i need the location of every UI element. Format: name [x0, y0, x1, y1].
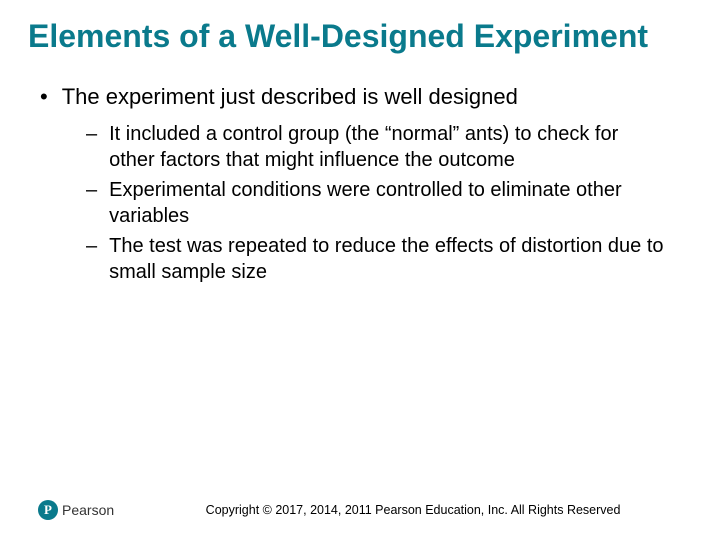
logo-icon: P [38, 500, 58, 520]
bullet-sub: – Experimental conditions were controlle… [86, 177, 692, 229]
slide-title: Elements of a Well-Designed Experiment [28, 18, 692, 55]
bullet-sub: – It included a control group (the “norm… [86, 121, 692, 173]
bullet-main-text: The experiment just described is well de… [62, 83, 518, 112]
slide-container: Elements of a Well-Designed Experiment •… [0, 0, 720, 540]
bullet-dash-icon: – [86, 233, 97, 285]
bullet-sub: – The test was repeated to reduce the ef… [86, 233, 692, 285]
bullet-dash-icon: – [86, 177, 97, 229]
bullet-main: • The experiment just described is well … [40, 83, 692, 112]
slide-footer: P Pearson Copyright © 2017, 2014, 2011 P… [0, 500, 720, 520]
bullet-dash-icon: – [86, 121, 97, 173]
bullet-sub-text: It included a control group (the “normal… [109, 121, 669, 173]
bullet-sub-text: The test was repeated to reduce the effe… [109, 233, 669, 285]
bullet-dot-icon: • [40, 83, 48, 112]
copyright-text: Copyright © 2017, 2014, 2011 Pearson Edu… [134, 503, 692, 517]
logo-brand-text: Pearson [62, 502, 114, 518]
publisher-logo: P Pearson [38, 500, 114, 520]
bullet-sub-text: Experimental conditions were controlled … [109, 177, 669, 229]
logo-letter: P [44, 502, 52, 518]
